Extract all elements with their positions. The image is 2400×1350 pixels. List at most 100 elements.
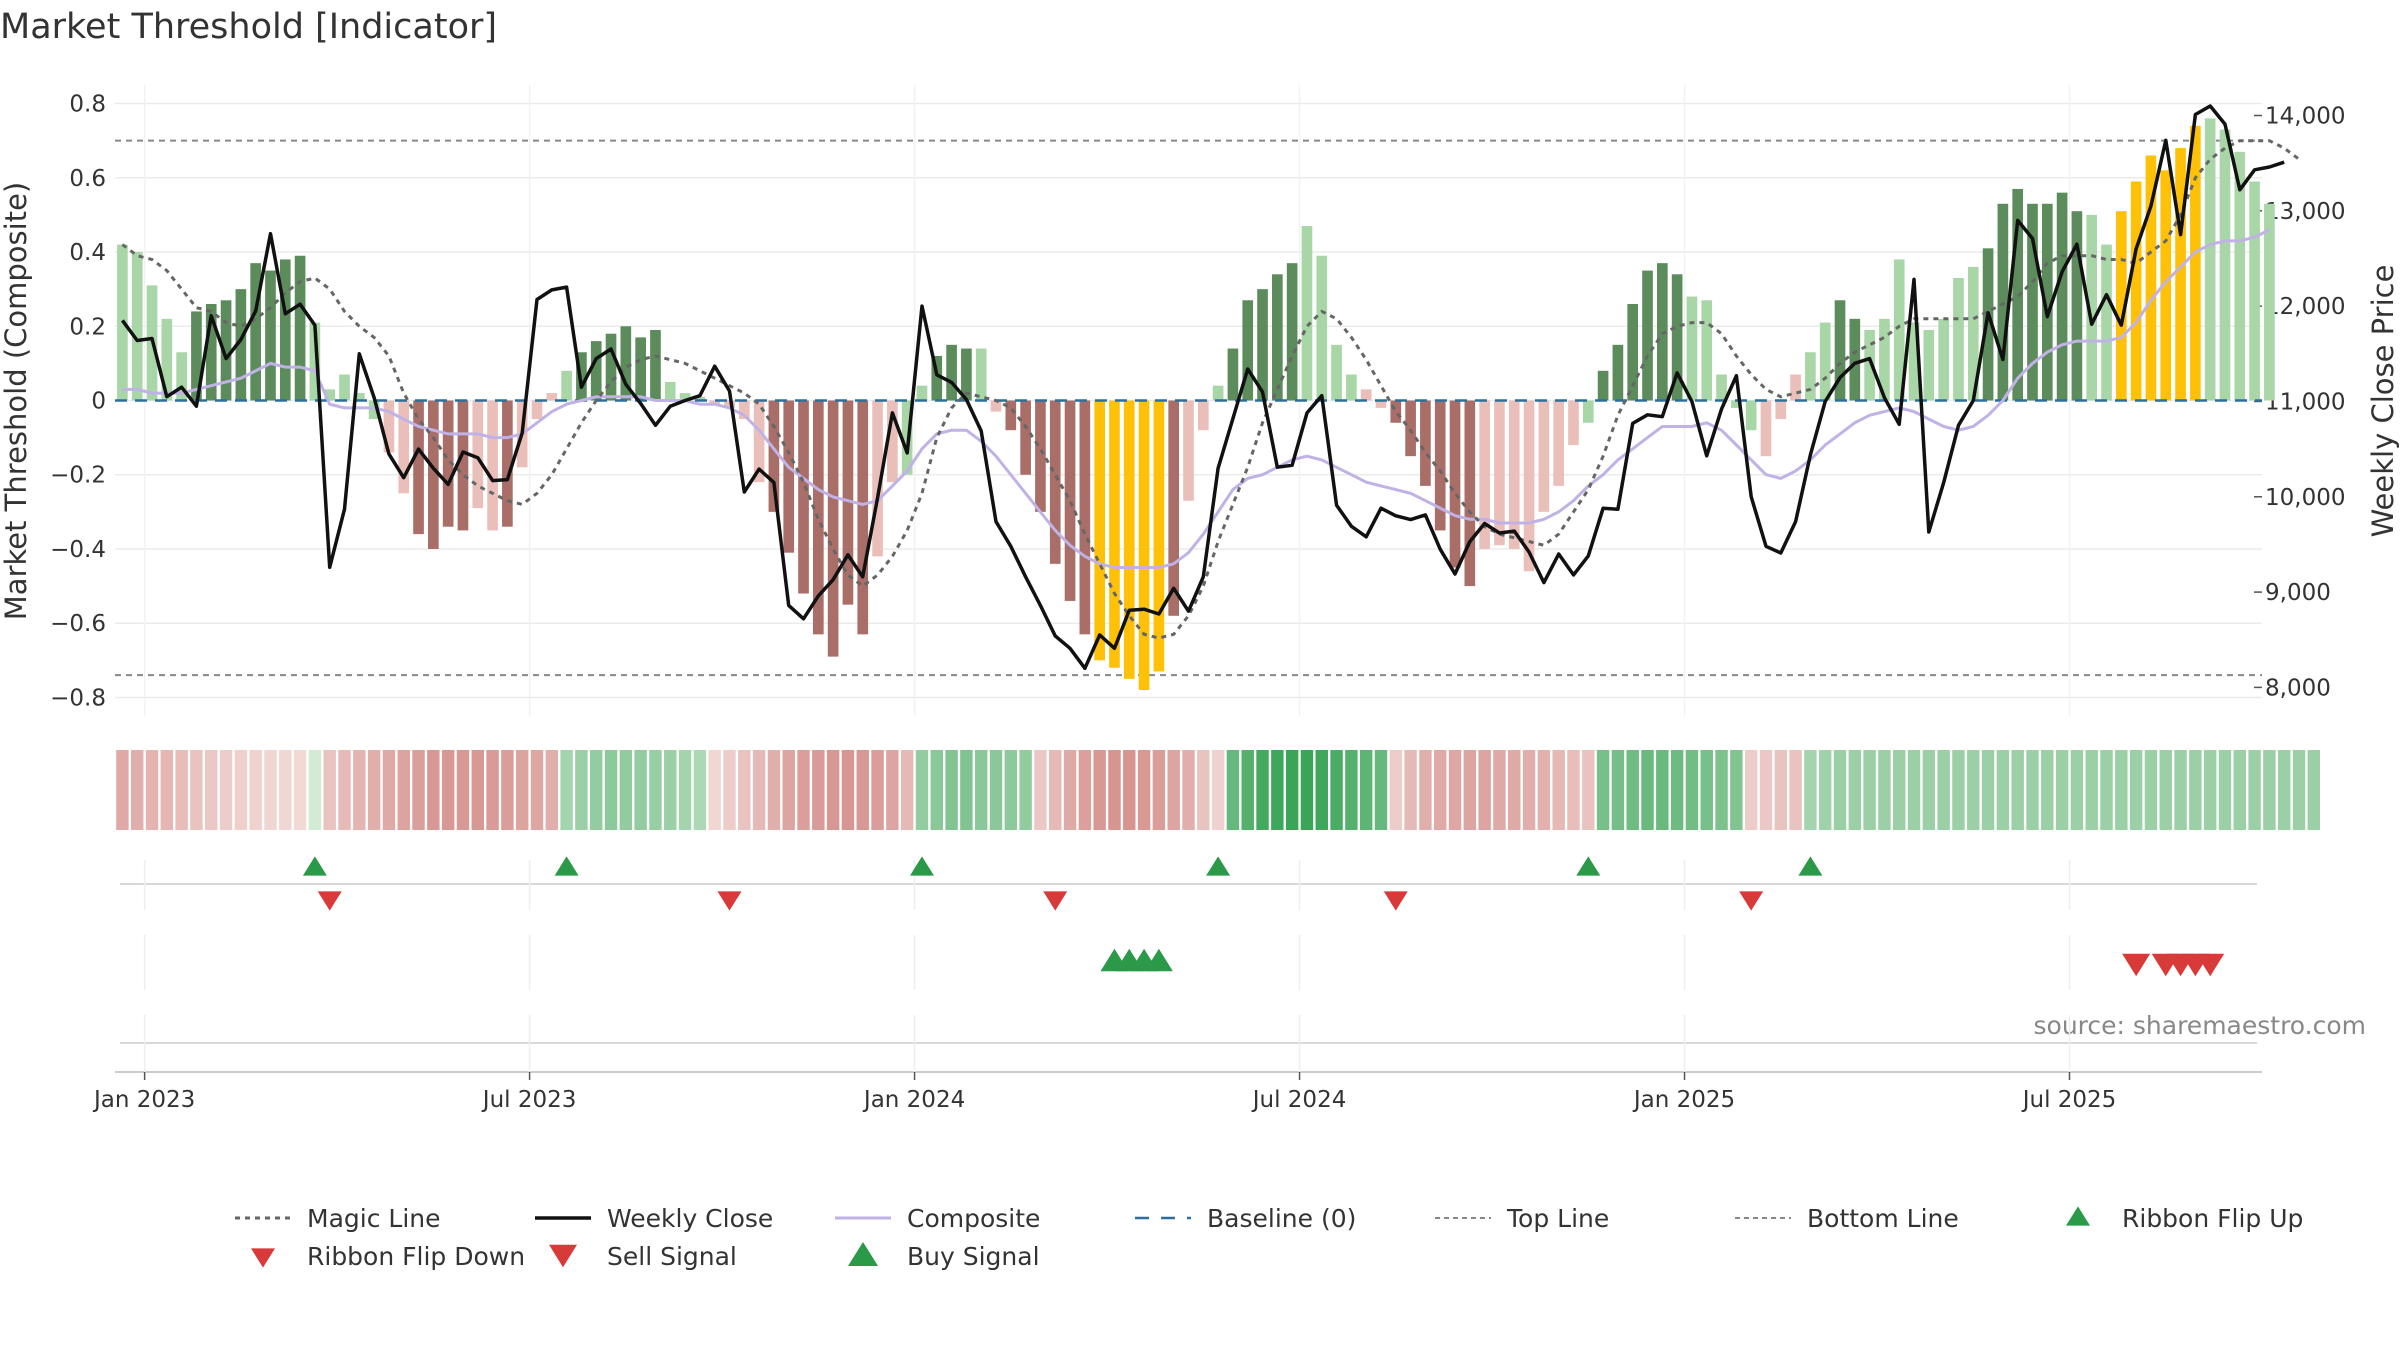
ribbon-cell [1596,750,1610,830]
ribbon-cell [397,750,410,830]
composite-bar [1864,329,1875,401]
x-tick-label: Jul 2024 [1251,1087,1347,1113]
ribbon-cell [900,750,914,830]
ribbon-cell [1863,750,1876,830]
legend-label: Sell Signal [607,1242,737,1271]
composite-bar [1331,344,1342,401]
composite-bar [961,348,972,401]
sell-signal-marker [2122,953,2151,977]
ribbon-cell [1611,750,1625,830]
composite-bar [635,337,646,401]
composite-bar [768,400,780,512]
ribbon-flip-panel [120,856,2257,911]
composite-bar [1434,400,1446,531]
ribbon-cell [974,750,988,830]
composite-bar [161,318,173,401]
ribbon-cell [293,750,307,830]
composite-bar [1731,400,1742,408]
y-tick-label-left: −0.6 [50,611,106,637]
ribbon-cell [1389,750,1403,830]
ribbon-cell [308,750,322,830]
composite-bar [1805,352,1816,401]
ribbon-cell [767,750,781,830]
composite-bar [1775,400,1787,420]
composite-bar [2086,214,2098,401]
ribbon-cell [1049,750,1062,830]
ribbon-cell [279,750,292,830]
ribbon-cell [708,750,721,830]
composite-bar [827,400,839,657]
ribbon-flip-up-marker [554,856,579,876]
ribbon-cell [1878,750,1891,830]
ribbon-cell [1641,750,1654,830]
ribbon-cell [1256,750,1269,830]
ribbon-cell [797,750,810,830]
composite-bar [1183,400,1194,501]
composite-bar [1197,400,1209,431]
composite-bar [798,400,809,594]
composite-bar [1760,400,1772,457]
composite-bar [1997,203,2009,401]
composite-bar [946,344,957,401]
x-tick-label: Jan 2023 [92,1087,195,1113]
ribbon-cell [353,750,366,830]
ribbon-cell [530,750,544,830]
ribbon-cell [1315,750,1328,830]
ribbon-cell [1271,750,1284,830]
y-tick-label-left: 0 [91,389,106,415]
ribbon-cell [1093,750,1106,830]
composite-bar [1449,400,1461,568]
composite-bar [1005,400,1017,431]
composite-bar [1671,274,1683,401]
ribbon-cell [486,750,499,830]
composite-bar [1656,263,1668,401]
legend-label: Bottom Line [1807,1204,1959,1233]
composite-bar [383,400,395,453]
ribbon-cell [515,750,529,830]
ribbon-cell [634,750,647,830]
ribbon-cell [1123,750,1136,830]
ribbon-flip-up-marker [1798,856,1823,876]
ribbon-cell [234,750,248,830]
composite-bar [694,396,706,401]
ribbon-cell [219,750,233,830]
ribbon-cell [1433,750,1447,830]
composite-bar [457,400,469,531]
ribbon-cell [1818,750,1832,830]
ribbon-cell [190,750,203,830]
ribbon-cell [2115,750,2128,830]
composite-bar [724,400,735,408]
ribbon-flip-down-marker [317,891,342,911]
composite-bar [1168,400,1180,616]
legend-swatch-ribbon-flip-down [251,1248,275,1268]
composite-bar [1790,374,1801,401]
composite-bar [605,333,617,401]
ribbon-cell [1774,750,1787,830]
ribbon-cell [1241,750,1254,830]
composite-bar [1908,322,1920,401]
y-tick-label-left: −0.2 [50,463,106,489]
buy-signal-marker [1144,948,1173,972]
composite-bar [531,400,543,420]
ribbon-cell [1848,750,1862,830]
composite-bar [1420,400,1431,486]
composite-bar [131,252,143,401]
ribbon-cell [412,750,425,830]
composite-bar [1893,259,1905,401]
composite-bar [1064,400,1076,601]
y-tick-label-left: −0.8 [50,685,106,711]
ribbon-cell [2011,750,2024,830]
ribbon-flip-down-marker [1043,891,1068,911]
x-tick-label: Jul 2023 [481,1087,577,1113]
legend-label: Weekly Close [607,1204,773,1233]
composite-bar [2249,181,2260,401]
ribbon-cell [1285,750,1299,830]
ribbon-cell [1374,750,1388,830]
composite-bar [1316,255,1328,401]
ribbon-cell [471,750,484,830]
ribbon-cell [175,750,188,830]
composite-bar [2101,244,2112,401]
ribbon-cell [1789,750,1802,830]
ribbon-cell [886,750,899,830]
